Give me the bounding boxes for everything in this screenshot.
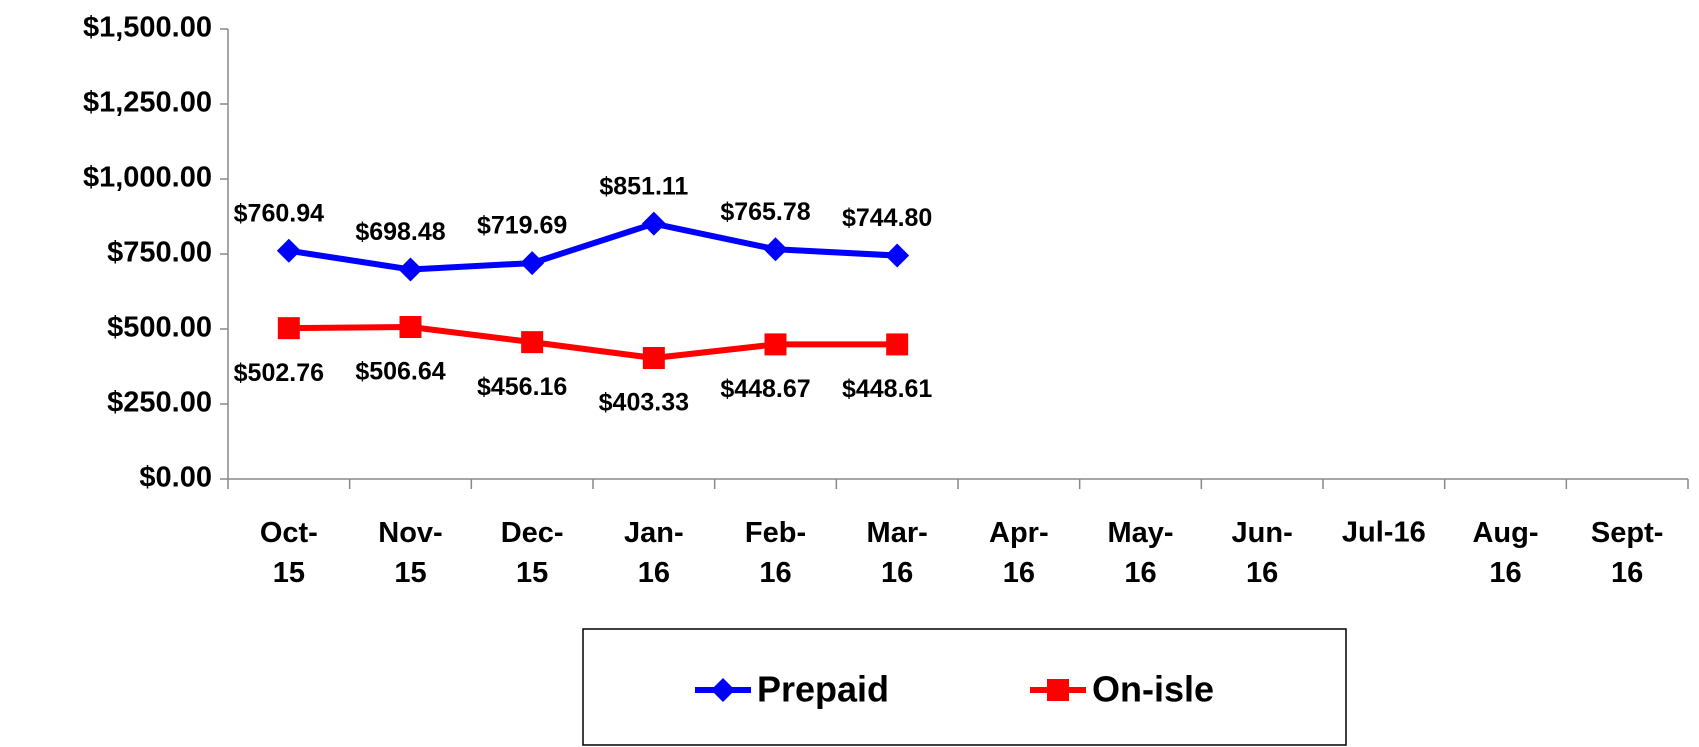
x-tick-label: Nov- 15	[378, 517, 442, 589]
x-tick-label-line: 16	[1124, 557, 1156, 589]
data-label: $456.16	[477, 373, 567, 401]
data-label: $698.48	[355, 218, 445, 246]
marker	[763, 237, 788, 262]
x-tick-label: May- 16	[1107, 517, 1173, 589]
marker	[764, 333, 787, 356]
x-tick-label: Jul-16	[1342, 517, 1426, 549]
x-tick-label: Dec- 15	[501, 517, 564, 589]
x-tick-label-line: May-	[1107, 517, 1173, 549]
x-tick-label-line: 15	[394, 557, 426, 589]
series-line	[288, 324, 898, 362]
x-tick-label-line: Oct-	[260, 517, 318, 549]
x-tick-label-line: Sept-	[1591, 517, 1664, 549]
x-tick-label: Apr- 16	[989, 517, 1049, 589]
x-tick-label-line: Aug-	[1472, 517, 1538, 549]
y-tick-label: $250.00	[107, 387, 212, 419]
data-label: $506.64	[355, 358, 445, 386]
data-label: $403.33	[599, 389, 689, 417]
x-tick-label-line: 16	[1003, 557, 1035, 589]
x-tick-label-line: Apr-	[989, 517, 1049, 549]
x-tick-label-line: 16	[1611, 557, 1643, 589]
marker	[642, 347, 665, 370]
data-label: $760.94	[234, 199, 324, 227]
marker	[641, 211, 666, 236]
x-tick-label-line: 16	[1489, 557, 1521, 589]
data-label: $448.67	[720, 375, 810, 403]
x-tick-label: Mar- 16	[867, 517, 928, 589]
marker	[521, 331, 544, 354]
y-tick-label: $500.00	[107, 312, 212, 344]
y-tick-label: $1,250.00	[83, 87, 212, 119]
marker	[276, 238, 301, 263]
x-tick-label-line: Jun-	[1232, 517, 1293, 549]
marker	[886, 333, 909, 356]
data-label: $851.11	[599, 172, 688, 200]
marker	[398, 257, 423, 282]
x-tick-label-line: 16	[1246, 557, 1278, 589]
marker	[277, 317, 300, 340]
y-tick-label: $1,000.00	[83, 162, 212, 194]
marker	[520, 251, 545, 276]
data-label: $765.78	[720, 198, 810, 226]
x-tick-label-line: 15	[516, 557, 548, 589]
marker	[885, 243, 910, 268]
x-tick-label-line: 15	[273, 557, 305, 589]
x-tick-label-line: 16	[638, 557, 670, 589]
x-tick-label-line: Nov-	[378, 517, 442, 549]
legend-label: Prepaid	[757, 669, 889, 710]
legend-marker	[1047, 679, 1069, 701]
data-label: $502.76	[234, 359, 324, 387]
data-label: $744.80	[842, 204, 932, 232]
marker	[399, 316, 422, 339]
x-tick-label-line: 16	[881, 557, 913, 589]
y-tick-label: $750.00	[107, 237, 212, 269]
x-tick-label-line: Feb-	[745, 517, 806, 549]
y-tick-label: $1,500.00	[83, 12, 212, 44]
x-tick-label-line: Jan-	[624, 517, 684, 549]
data-label: $448.61	[842, 375, 932, 403]
x-tick-label: Oct- 15	[260, 517, 318, 589]
x-tick-label-line: 16	[759, 557, 791, 589]
x-tick-label: Sept- 16	[1591, 517, 1664, 589]
legend-label: On-isle	[1092, 669, 1214, 710]
x-tick-label: Jun- 16	[1232, 517, 1293, 589]
data-label: $719.69	[477, 212, 567, 240]
x-tick-label: Jan- 16	[624, 517, 684, 589]
y-tick-label: $0.00	[139, 462, 212, 494]
x-tick-label-line: Dec-	[501, 517, 564, 549]
legend-marker	[711, 678, 735, 702]
x-tick-label: Feb- 16	[745, 517, 806, 589]
x-tick-label: Aug- 16	[1472, 517, 1538, 589]
x-tick-label-line: Mar-	[867, 517, 928, 549]
series-line	[288, 220, 898, 273]
